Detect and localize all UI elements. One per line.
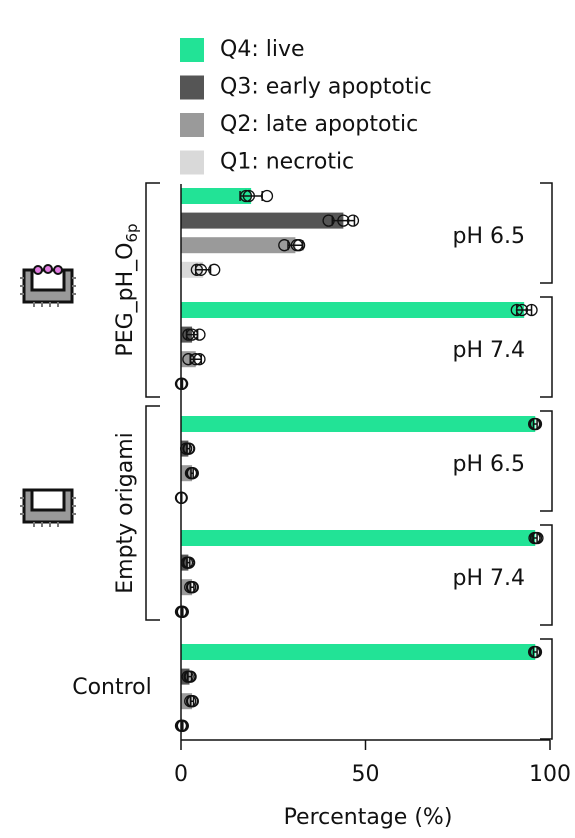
data-point	[260, 189, 274, 203]
error-bar	[190, 468, 194, 479]
data-point	[208, 263, 221, 276]
x-tick-label: 50	[352, 762, 380, 787]
legend-label: Q2: late apoptotic	[220, 112, 418, 137]
data-point	[531, 531, 544, 545]
group-label: Empty origami	[113, 432, 138, 594]
data-point	[239, 189, 253, 203]
data-point	[337, 214, 350, 227]
category-bracket	[540, 638, 553, 740]
data-point	[193, 353, 206, 366]
bar	[181, 237, 296, 254]
group-subscript: 6p	[123, 223, 141, 242]
error-bar	[532, 419, 538, 429]
peg-origami-icon	[20, 264, 76, 307]
data-point	[186, 695, 199, 708]
legend-swatch	[180, 38, 204, 62]
bar	[181, 554, 189, 571]
data-point	[185, 467, 199, 480]
category-label: pH 7.4	[453, 566, 526, 591]
category-label: pH 6.5	[453, 452, 526, 477]
category-label: pH 6.5	[453, 224, 526, 249]
data-point	[278, 239, 291, 252]
x-tick-label: 0	[174, 762, 188, 787]
data-point	[346, 214, 360, 227]
category-bracket	[540, 410, 553, 512]
data-point	[515, 303, 529, 317]
data-point	[175, 605, 189, 618]
bar	[181, 530, 536, 546]
data-point	[194, 263, 208, 276]
legend-swatch	[180, 150, 204, 175]
group-name: PEG_pH_O	[113, 243, 138, 357]
data-point	[182, 442, 196, 455]
empty-origami-icon	[20, 488, 76, 527]
bar	[181, 188, 252, 204]
data-point	[525, 303, 538, 317]
category-bracket	[540, 182, 553, 284]
data-point	[529, 645, 543, 659]
data-point	[189, 353, 202, 366]
group-bracket	[145, 182, 160, 398]
data-point	[510, 303, 523, 317]
x-tick-label: 100	[529, 762, 571, 787]
bar	[181, 644, 536, 660]
error-bar	[532, 647, 538, 657]
bar	[181, 416, 536, 432]
data-point	[190, 263, 204, 276]
data-point	[185, 581, 199, 594]
legend-swatch	[180, 113, 204, 137]
x-axis-label: Percentage (%)	[284, 805, 453, 830]
data-point	[184, 670, 197, 683]
group-label: PEG_pH_O6p	[113, 223, 141, 356]
legend-label: Q3: early apoptotic	[220, 75, 432, 100]
group-label: Control	[72, 675, 152, 700]
error-bar	[189, 696, 195, 707]
data-point	[182, 556, 196, 569]
data-point	[292, 239, 306, 252]
legend-label: Q1: necrotic	[220, 150, 354, 175]
bar	[181, 212, 344, 229]
bar	[181, 440, 189, 457]
group-bracket	[145, 405, 160, 621]
bar	[181, 302, 525, 318]
legend-swatch	[180, 75, 204, 100]
group-name: Empty origami	[113, 432, 138, 594]
data-point	[193, 328, 206, 341]
legend-label: Q4: live	[220, 37, 305, 62]
data-point	[322, 214, 335, 227]
error-bar	[186, 557, 191, 568]
category-bracket	[540, 524, 553, 626]
data-point	[176, 719, 189, 732]
data-point	[242, 189, 256, 203]
data-point	[529, 417, 543, 431]
category-label: pH 7.4	[453, 338, 526, 363]
category-bracket	[540, 296, 553, 398]
data-point	[185, 328, 199, 341]
